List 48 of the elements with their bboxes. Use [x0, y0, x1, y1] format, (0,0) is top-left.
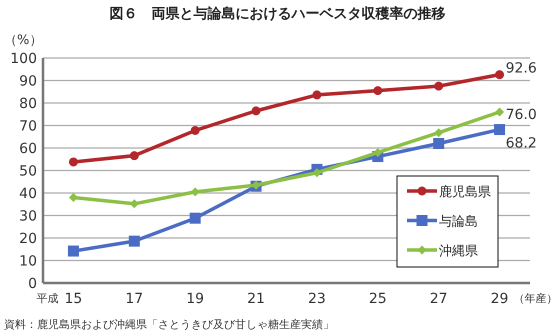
point	[495, 108, 504, 116]
x-tick-label: 29	[490, 291, 508, 307]
legend-label: 沖縄県	[439, 244, 478, 259]
text: 平成	[36, 292, 58, 305]
y-tick-label: 60	[19, 141, 37, 157]
y-axis-title: （%）	[4, 33, 42, 48]
y-tick-label: 70	[19, 118, 37, 134]
y-tick-label: 30	[19, 208, 37, 224]
x-tick-label: 23	[308, 291, 326, 307]
data-label: 68.2	[506, 136, 537, 152]
y-tick-label: 0	[28, 276, 37, 292]
chart-title: 図６ 両県と与論島におけるハーベスタ収穫率の推移	[110, 5, 446, 22]
y-tick-label: 40	[19, 186, 37, 202]
point	[433, 138, 444, 149]
point	[312, 168, 322, 178]
y-tick-label: 90	[19, 74, 37, 90]
x-axis-title: （年産）	[514, 292, 555, 305]
point	[312, 90, 322, 100]
legend-label: 与論島	[439, 214, 478, 230]
point	[252, 106, 261, 116]
point	[373, 148, 382, 157]
x-tick-label: 21	[247, 291, 265, 307]
x-tick-label: 19	[186, 291, 204, 307]
legend-label: 鹿児島県	[439, 185, 491, 200]
point	[68, 193, 78, 202]
point	[373, 86, 382, 96]
y-tick-label: 10	[19, 254, 37, 270]
y-tick-label: 80	[19, 96, 37, 112]
point	[130, 151, 139, 160]
y-tick-label: 50	[19, 164, 37, 180]
text: 資料：鹿児島県および沖縄県「さとうきび及び甘しゃ糖生産実績」	[4, 318, 334, 331]
point	[495, 70, 504, 80]
point	[494, 124, 506, 136]
y-tick-label: 100	[10, 51, 37, 67]
point	[68, 157, 78, 166]
data-label: 76.0	[506, 107, 537, 123]
x-tick-label: 25	[368, 291, 387, 307]
x-tick-label: 27	[430, 291, 448, 307]
point	[434, 82, 444, 91]
point	[128, 236, 140, 247]
x-tick-label: 15	[64, 291, 82, 307]
point	[190, 126, 200, 135]
y-tick-label: 20	[19, 231, 37, 247]
point	[190, 212, 201, 224]
x-tick-label: 17	[125, 291, 144, 307]
data-label: 92.6	[506, 60, 537, 77]
point	[434, 128, 444, 138]
point	[68, 246, 79, 257]
